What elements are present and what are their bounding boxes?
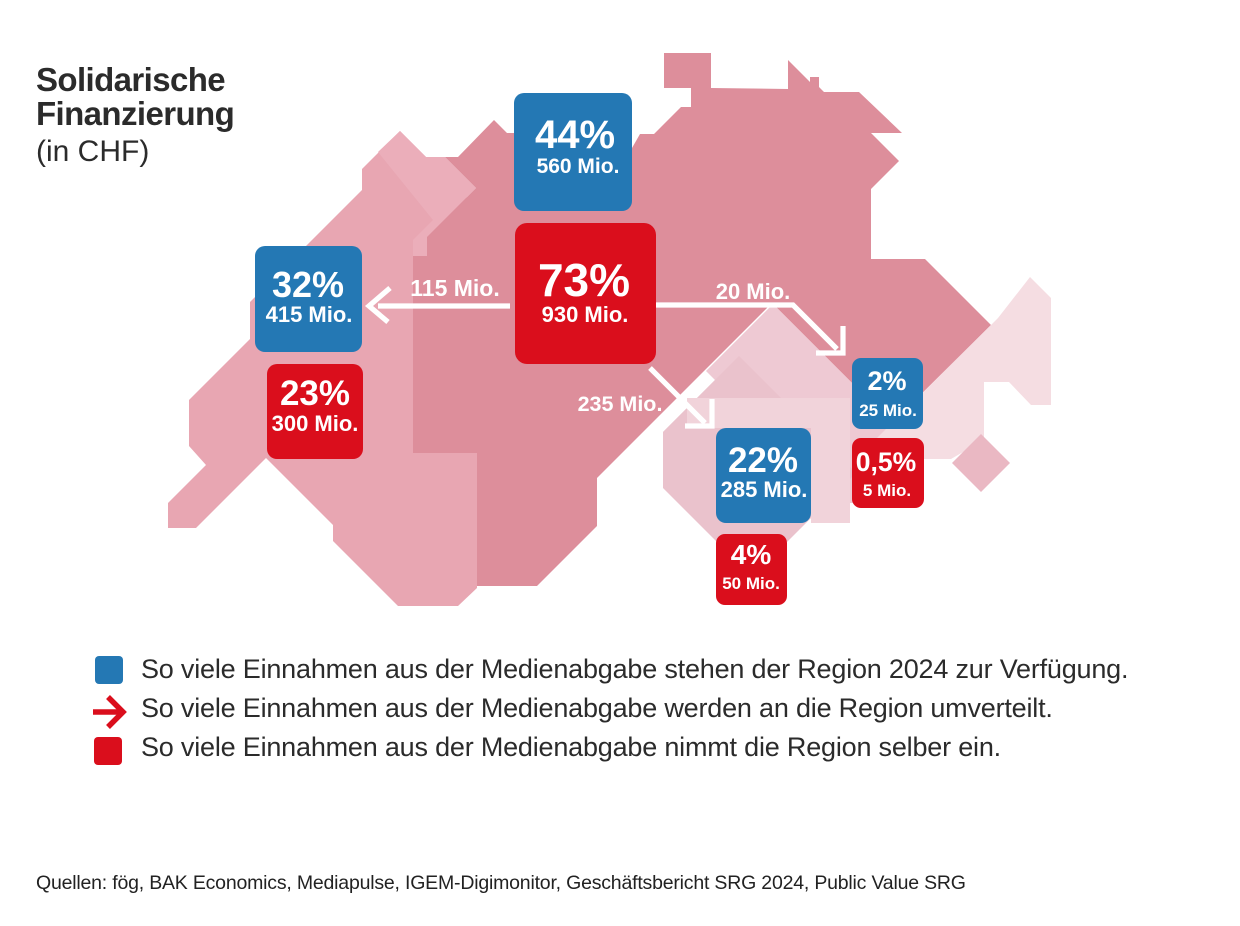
- svg-text:560 Mio.: 560 Mio.: [537, 155, 620, 178]
- svg-text:So viele Einnahmen aus der Med: So viele Einnahmen aus der Medienabgabe …: [141, 693, 1053, 723]
- svg-text:930 Mio.: 930 Mio.: [542, 302, 629, 327]
- svg-text:Solidarische: Solidarische: [36, 61, 225, 98]
- svg-text:Quellen: fög, BAK Economics, M: Quellen: fög, BAK Economics, Mediapulse,…: [36, 872, 966, 894]
- svg-text:285 Mio.: 285 Mio.: [721, 477, 808, 502]
- svg-text:73%: 73%: [538, 254, 630, 306]
- svg-text:(in CHF): (in CHF): [36, 135, 149, 168]
- svg-text:4%: 4%: [731, 539, 772, 570]
- svg-text:415 Mio.: 415 Mio.: [266, 302, 353, 327]
- svg-text:23%: 23%: [280, 374, 350, 413]
- svg-text:Finanzierung: Finanzierung: [36, 95, 234, 132]
- svg-text:So viele Einnahmen aus der Med: So viele Einnahmen aus der Medienabgabe …: [141, 732, 1001, 762]
- svg-text:50 Mio.: 50 Mio.: [722, 574, 780, 593]
- svg-text:32%: 32%: [272, 264, 344, 305]
- svg-text:25 Mio.: 25 Mio.: [859, 401, 917, 420]
- svg-text:115 Mio.: 115 Mio.: [410, 275, 499, 301]
- svg-text:5 Mio.: 5 Mio.: [863, 481, 911, 500]
- svg-text:235 Mio.: 235 Mio.: [578, 392, 663, 416]
- svg-text:2%: 2%: [867, 366, 906, 396]
- svg-text:0,5%: 0,5%: [856, 447, 916, 477]
- svg-text:44%: 44%: [535, 113, 615, 157]
- svg-text:20 Mio.: 20 Mio.: [716, 279, 791, 304]
- svg-text:So viele Einnahmen aus der Med: So viele Einnahmen aus der Medienabgabe …: [141, 654, 1128, 684]
- svg-text:22%: 22%: [728, 441, 798, 480]
- svg-text:300 Mio.: 300 Mio.: [272, 411, 359, 436]
